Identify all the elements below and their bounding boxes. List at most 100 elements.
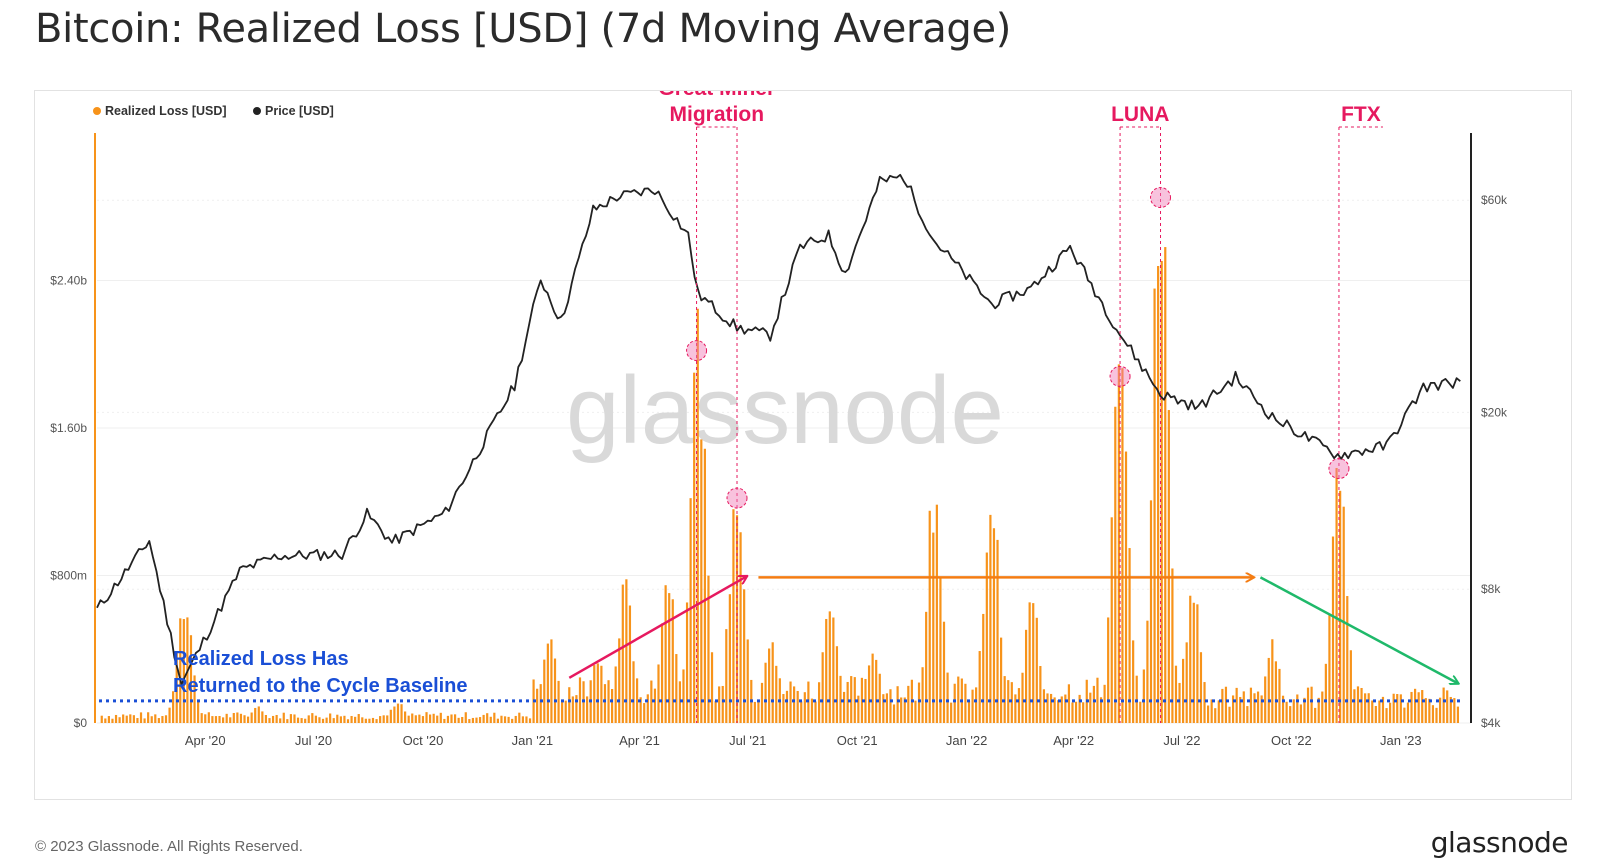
loss-bar [1171, 568, 1174, 723]
loss-bar [939, 576, 942, 723]
loss-bar [821, 652, 824, 723]
loss-bar [564, 700, 567, 723]
loss-bar [1239, 696, 1242, 723]
loss-bar [304, 718, 307, 723]
trend-arrow-down [1259, 576, 1457, 683]
loss-bar [432, 713, 435, 723]
loss-bar [439, 712, 442, 723]
loss-bar [571, 696, 574, 723]
loss-bar [646, 694, 649, 723]
loss-bar [989, 514, 992, 723]
loss-bar [1149, 500, 1153, 723]
loss-bar [1089, 692, 1092, 723]
loss-bar [1014, 694, 1017, 723]
loss-bar [100, 715, 103, 723]
loss-bar [1296, 694, 1299, 723]
loss-bar [1346, 596, 1349, 723]
loss-bar [835, 646, 839, 723]
loss-bar [832, 617, 835, 723]
loss-bar [696, 308, 699, 723]
loss-bar [329, 713, 332, 723]
loss-bar [182, 619, 185, 723]
loss-bar [596, 663, 599, 723]
loss-bar [743, 589, 746, 723]
x-tick-label: Apr '21 [619, 733, 660, 748]
loss-bar [1424, 698, 1427, 723]
loss-bar [282, 712, 285, 723]
loss-bar [860, 677, 864, 723]
loss-bar [775, 665, 778, 723]
loss-bar [157, 718, 160, 723]
loss-bar [739, 532, 742, 723]
y-left-tick-label: $0 [74, 716, 88, 730]
loss-bar [675, 654, 678, 723]
loss-bar [1374, 706, 1377, 723]
loss-bar [885, 693, 889, 723]
loss-bar [1210, 699, 1213, 723]
x-tick-label: Oct '22 [1271, 733, 1312, 748]
loss-bar [296, 717, 300, 723]
loss-bar [635, 678, 639, 723]
loss-bar [714, 701, 717, 723]
loss-bar [1010, 682, 1013, 723]
loss-bar [346, 719, 350, 723]
loss-bar [1178, 682, 1181, 723]
loss-bar [1242, 691, 1245, 723]
loss-bar [796, 690, 799, 723]
loss-bar [892, 704, 896, 723]
y-left-tick-label: $2.40b [50, 274, 87, 288]
loss-bar [950, 702, 953, 723]
y-right-tick-label: $20k [1481, 405, 1508, 419]
event-label: FTX [1341, 103, 1381, 126]
loss-bar [1057, 700, 1060, 723]
loss-bar [1167, 410, 1170, 723]
loss-bar [900, 697, 903, 723]
loss-bar [1199, 652, 1203, 723]
loss-bar [275, 714, 278, 723]
loss-bar [271, 715, 275, 723]
loss-bar [307, 715, 310, 723]
loss-bar [161, 716, 164, 723]
loss-bar [689, 498, 692, 723]
loss-bar [1135, 675, 1138, 723]
loss-bar [321, 718, 325, 723]
loss-bar [336, 714, 339, 723]
watermark: glassnode [566, 357, 1004, 464]
loss-bar [828, 611, 831, 723]
loss-bar [1117, 364, 1120, 723]
loss-bar [967, 700, 971, 723]
loss-bar [122, 714, 125, 723]
loss-bar [846, 681, 849, 723]
loss-bar [125, 715, 128, 723]
loss-bar [1413, 688, 1417, 723]
loss-bar [1378, 700, 1381, 723]
loss-bar [896, 686, 899, 723]
loss-bar [1403, 707, 1406, 723]
loss-bar [1153, 288, 1156, 723]
loss-bar [229, 717, 232, 723]
loss-bar [507, 716, 510, 723]
loss-bar [1221, 688, 1224, 723]
loss-bar [1249, 687, 1253, 723]
loss-bar [525, 716, 528, 723]
loss-bar [193, 675, 196, 723]
loss-bar [1028, 602, 1031, 723]
loss-bar [728, 594, 731, 723]
loss-bar [1421, 690, 1424, 723]
loss-bar [782, 694, 785, 723]
loss-bar [664, 585, 667, 723]
loss-bar [721, 685, 724, 723]
loss-bar [511, 718, 514, 723]
y-right-tick-label: $4k [1481, 716, 1501, 730]
loss-bar [286, 719, 289, 723]
loss-bar [518, 712, 521, 723]
loss-bar [332, 718, 335, 723]
event-peak-marker [1150, 187, 1172, 209]
x-tick-label: Oct '21 [837, 733, 878, 748]
chart-panel: $0 $800m $1.60b $2.40b $4k $8k $20k $60k Apr '20… [34, 90, 1572, 800]
loss-bar [386, 715, 389, 723]
loss-bar [1256, 691, 1260, 723]
loss-bar [172, 691, 175, 723]
loss-bar [503, 716, 507, 723]
loss-bar [785, 690, 789, 723]
